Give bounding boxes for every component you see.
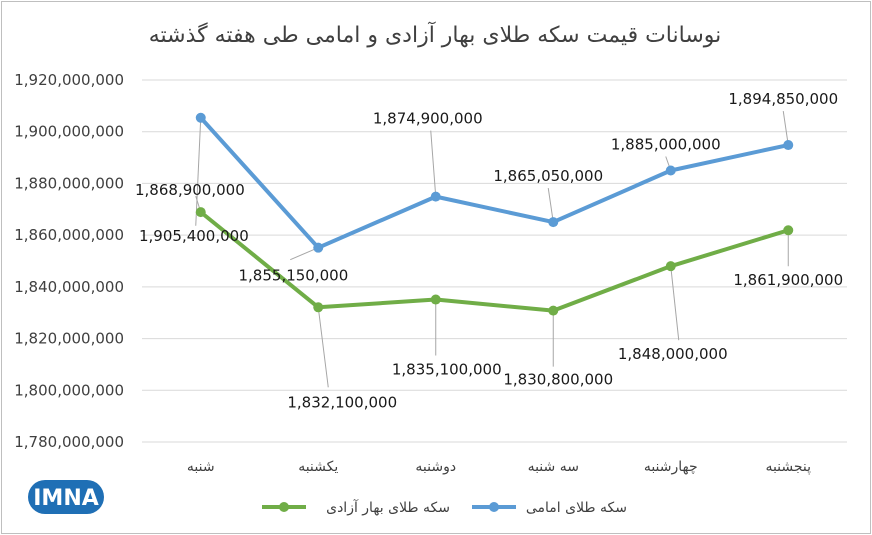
data-point [665, 261, 676, 272]
legend-marker [489, 502, 499, 512]
data-label: 1,905,400,000 [139, 227, 249, 245]
x-tick-label: پنجشنبه [765, 459, 811, 475]
data-point [195, 112, 206, 123]
legend-marker [279, 502, 289, 512]
data-point [665, 165, 676, 176]
logo-text: IMNA [33, 486, 99, 511]
data-label: 1,894,850,000 [728, 90, 838, 108]
label-leader [430, 130, 437, 197]
y-tick-label: 1,860,000,000 [14, 226, 124, 244]
data-labels: 1,905,400,000 1,855,150,000 1,874,900,000 1… [135, 90, 843, 411]
y-tick-label: 1,900,000,000 [14, 123, 124, 141]
data-label: 1,855,150,000 [239, 267, 349, 285]
data-label: 1,830,800,000 [503, 371, 613, 389]
data-label: 1,885,000,000 [611, 136, 721, 154]
x-tick-label: دوشنبه [415, 459, 456, 475]
data-label-leaders [195, 110, 789, 388]
data-point [313, 302, 324, 313]
data-point [548, 217, 559, 228]
label-leader [782, 110, 789, 146]
label-leader [547, 188, 554, 223]
data-point [195, 207, 206, 218]
x-tick-label: شنبه [187, 459, 215, 475]
data-point [313, 242, 324, 253]
data-point [783, 225, 794, 236]
label-leader [290, 247, 319, 261]
y-tick-label: 1,820,000,000 [14, 330, 124, 348]
data-point [430, 191, 441, 202]
data-point [430, 294, 441, 305]
imna-logo-icon: IMNA [28, 480, 104, 514]
data-label: 1,835,100,000 [392, 361, 502, 379]
legend-label: سکه طلای امامی [526, 500, 627, 516]
series-line [199, 210, 789, 313]
data-label: 1,832,100,000 [287, 393, 397, 411]
legend: سکه طلای بهار آزادی سکه طلای امامی [262, 499, 627, 516]
data-label: 1,874,900,000 [373, 110, 483, 128]
series-line [199, 116, 789, 250]
x-tick-label: سه شنبه [528, 459, 579, 475]
label-leader [317, 307, 329, 388]
label-leader [195, 117, 202, 226]
series-lines [195, 112, 794, 316]
logo-badge [28, 480, 104, 514]
legend-label: سکه طلای بهار آزادی [326, 499, 450, 516]
data-label: 1,865,050,000 [493, 167, 603, 185]
data-point [548, 305, 559, 316]
gridlines [142, 79, 847, 443]
y-tick-label: 1,840,000,000 [14, 278, 124, 296]
data-label: 1,868,900,000 [135, 181, 245, 199]
y-axis-ticks: 1,780,000,000 1,800,000,000 1,820,000,000 1… [14, 71, 124, 451]
x-tick-label: یکشنبه [298, 459, 338, 475]
y-tick-label: 1,880,000,000 [14, 174, 124, 192]
chart-title: نوسانات قیمت سکه طلای بهار آزادی و امامی… [149, 21, 722, 48]
x-tick-label: چهارشنبه [644, 459, 698, 475]
y-tick-label: 1,800,000,000 [14, 381, 124, 399]
x-axis-ticks: شنبه یکشنبه دوشنبه سه شنبه چهارشنبه پنجشنبه [187, 459, 811, 475]
data-point [783, 140, 794, 151]
y-tick-label: 1,780,000,000 [14, 433, 124, 451]
data-label: 1,861,900,000 [733, 271, 843, 289]
data-label: 1,848,000,000 [618, 345, 728, 363]
y-tick-label: 1,920,000,000 [14, 71, 124, 89]
label-leader [670, 266, 680, 341]
